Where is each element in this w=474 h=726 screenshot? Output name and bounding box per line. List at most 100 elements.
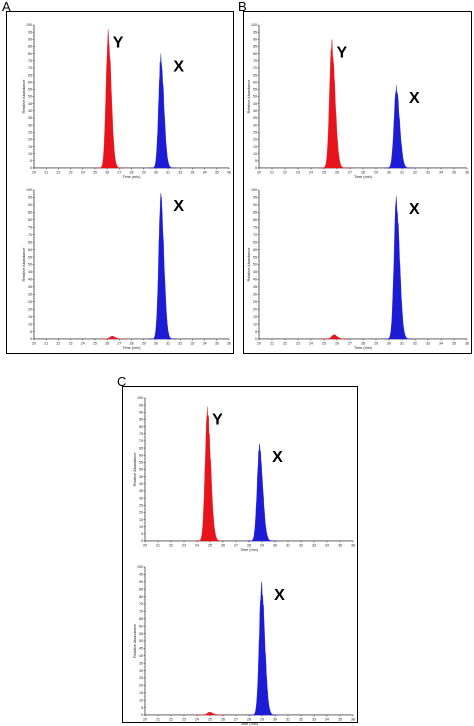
y-tick-label: 5 xyxy=(30,330,32,334)
y-tick-label: 50 xyxy=(28,263,32,267)
x-tick-label: 29 xyxy=(374,171,378,175)
y-tick-label: 25 xyxy=(253,300,257,304)
minor-peak xyxy=(321,334,351,340)
y-tick-label: 25 xyxy=(139,676,143,680)
y-tick-label: 35 xyxy=(139,661,143,665)
y-tick-label: 45 xyxy=(28,102,32,106)
y-tick-label: 30 xyxy=(139,496,143,500)
peak-label-x: X xyxy=(173,198,184,215)
x-tick-label: 28 xyxy=(247,544,251,548)
y-tick-label: 85 xyxy=(253,45,257,49)
x-tick-label: 24 xyxy=(195,544,199,548)
panel-c xyxy=(122,386,358,723)
y-tick-label: 0 xyxy=(30,166,32,170)
peak-label-x: X xyxy=(409,201,420,218)
x-tick-label: 36 xyxy=(227,342,231,346)
y-tick-label: 85 xyxy=(28,211,32,215)
y-tick-label: 60 xyxy=(253,248,257,252)
y-tick-label: 20 xyxy=(253,138,257,142)
y-tick-label: 90 xyxy=(253,38,257,42)
x-tick-label: 31 xyxy=(286,718,290,722)
y-tick-label: 10 xyxy=(139,698,143,702)
x-tick-label: 22 xyxy=(56,171,60,175)
y-tick-label: 20 xyxy=(28,138,32,142)
x-tick-label: 22 xyxy=(169,544,173,548)
peak-label-y: Y xyxy=(113,34,124,51)
x-tick-label: 35 xyxy=(338,718,342,722)
y-tick-label: 15 xyxy=(139,518,143,522)
chart-c-top: 0 5 10 15 20 25 30 35 40 45 50 55 60 65 70 75 80 85 90 95 10… xyxy=(133,396,355,552)
x-tick-label: 29 xyxy=(260,544,264,548)
x-tick-label: 34 xyxy=(325,544,329,548)
panel-letter-c: C xyxy=(117,374,127,389)
y-tick-label: 20 xyxy=(28,307,32,311)
panel-letter-a: A xyxy=(2,0,11,14)
y-tick-label: 65 xyxy=(253,240,257,244)
y-tick-label: 55 xyxy=(139,632,143,636)
y-tick-label: 70 xyxy=(28,66,32,70)
y-tick-label: 0 xyxy=(141,539,143,543)
y-tick-label: 65 xyxy=(28,73,32,77)
y-tick-label: 70 xyxy=(28,233,32,237)
y-tick-label: 10 xyxy=(28,152,32,156)
peak-label-y: Y xyxy=(212,412,223,429)
x-tick-label: 27 xyxy=(348,342,352,346)
peak-x xyxy=(383,195,413,340)
x-tick-label: 24 xyxy=(195,718,199,722)
y-tick-label: 50 xyxy=(139,639,143,643)
y-tick-label: 30 xyxy=(139,669,143,673)
x-tick-label: 31 xyxy=(166,171,170,175)
y-tick-label: 90 xyxy=(253,203,257,207)
x-tick-label: 23 xyxy=(296,171,300,175)
x-tick-label: 26 xyxy=(335,342,339,346)
peak-x xyxy=(149,192,177,340)
chart-b-top: 0 5 10 15 20 25 30 35 40 45 50 55 60 65 70 75 80 85 90 95 10… xyxy=(247,23,469,179)
x-tick-label: 22 xyxy=(56,342,60,346)
y-tick-label: 75 xyxy=(139,602,143,606)
y-tick-label: 100 xyxy=(251,23,257,27)
x-tick-label: 28 xyxy=(361,171,365,175)
y-tick-label: 20 xyxy=(253,307,257,311)
x-tick-label: 25 xyxy=(322,342,326,346)
y-tick-label: 95 xyxy=(28,196,32,200)
y-tick-label: 15 xyxy=(139,691,143,695)
x-tick-label: 36 xyxy=(227,171,231,175)
x-tick-label: 36 xyxy=(465,342,469,346)
y-axis-label: Relative Abundance xyxy=(247,248,251,282)
y-tick-label: 0 xyxy=(255,166,257,170)
chart-c-bottom: 0 5 10 15 20 25 30 35 40 45 50 55 60 65 70 75 80 85 90 95 10… xyxy=(133,565,355,726)
x-tick-label: 23 xyxy=(182,544,186,548)
peak-x xyxy=(246,443,277,542)
x-tick-label: 31 xyxy=(166,342,170,346)
x-tick-label: 25 xyxy=(322,171,326,175)
x-tick-label: 27 xyxy=(348,171,352,175)
x-axis-label: Time (min) xyxy=(123,346,142,350)
y-axis-label: Relative Abundance xyxy=(247,80,251,114)
x-axis-label: Time (min) xyxy=(354,346,373,350)
y-tick-label: 55 xyxy=(253,88,257,92)
x-axis-label: Time (min) xyxy=(240,548,259,552)
peak-label-x: X xyxy=(274,587,285,604)
y-tick-label: 70 xyxy=(139,439,143,443)
x-tick-label: 36 xyxy=(351,718,355,722)
x-tick-label: 21 xyxy=(44,171,48,175)
y-tick-label: 65 xyxy=(139,446,143,450)
x-tick-label: 27 xyxy=(234,544,238,548)
x-tick-label: 30 xyxy=(154,171,158,175)
x-tick-label: 34 xyxy=(203,342,207,346)
y-tick-label: 60 xyxy=(139,453,143,457)
x-tick-label: 35 xyxy=(338,544,342,548)
x-tick-label: 29 xyxy=(374,342,378,346)
x-tick-label: 24 xyxy=(309,342,313,346)
x-tick-label: 33 xyxy=(190,342,194,346)
x-tick-label: 30 xyxy=(273,718,277,722)
y-tick-label: 45 xyxy=(253,102,257,106)
y-tick-label: 35 xyxy=(28,116,32,120)
y-tick-label: 5 xyxy=(30,159,32,163)
x-tick-label: 30 xyxy=(154,342,158,346)
y-tick-label: 100 xyxy=(26,188,32,192)
x-tick-label: 21 xyxy=(156,544,160,548)
x-tick-label: 29 xyxy=(142,342,146,346)
x-tick-label: 26 xyxy=(221,544,225,548)
chart-a-bottom: 0 5 10 15 20 25 30 35 40 45 50 55 60 65 70 75 80 85 90 95 10… xyxy=(22,188,231,350)
